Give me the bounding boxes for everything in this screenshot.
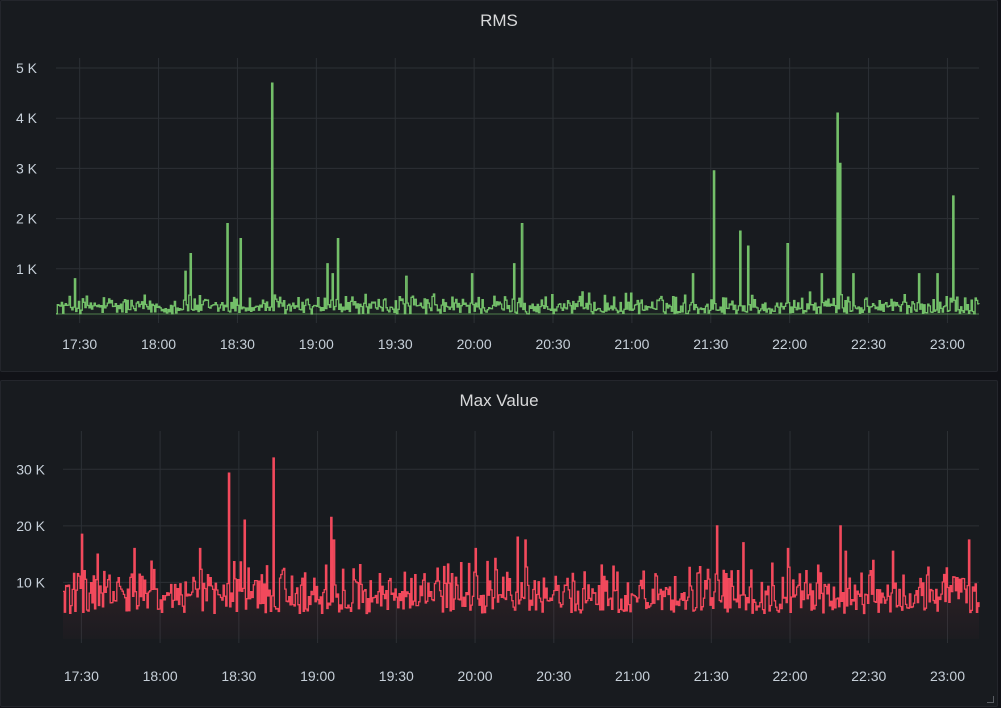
x-tick-label: 22:00: [772, 336, 807, 352]
x-tick-label: 18:00: [141, 336, 176, 352]
x-tick-label: 20:30: [536, 668, 571, 684]
x-tick-label: 19:30: [379, 668, 414, 684]
y-tick-label: 20 K: [16, 518, 45, 534]
y-tick-label: 5 K: [16, 60, 38, 76]
x-tick-label: 22:00: [773, 668, 808, 684]
x-tick-label: 21:30: [694, 668, 729, 684]
series-area: [63, 458, 979, 639]
x-tick-label: 22:30: [851, 668, 886, 684]
x-tick-label: 23:00: [930, 668, 965, 684]
max-value-panel: Max Value 10 K 20 K 30 K 17:30 18:00 18:30 19:…: [0, 380, 998, 707]
max-value-chart[interactable]: 10 K 20 K 30 K 17:30 18:00 18:30 19:00 19:30 20:…: [1, 381, 999, 708]
x-tick-label: 20:30: [535, 336, 570, 352]
x-tick-label: 17:30: [62, 336, 97, 352]
series-line: [63, 457, 980, 615]
x-tick-label: 17:30: [64, 668, 99, 684]
x-tick-label: 21:30: [693, 336, 728, 352]
x-tick-label: 19:00: [299, 336, 334, 352]
panel-resize-handle[interactable]: [987, 696, 994, 703]
x-tick-label: 19:00: [300, 668, 335, 684]
y-tick-label: 2 K: [16, 211, 38, 227]
y-tick-label: 10 K: [16, 574, 45, 590]
x-tick-label: 23:00: [930, 336, 965, 352]
x-tick-label: 19:30: [378, 336, 413, 352]
rms-panel-title[interactable]: RMS: [480, 11, 518, 30]
series-line: [56, 82, 980, 315]
x-tick-label: 21:00: [615, 668, 650, 684]
y-tick-label: 30 K: [16, 461, 45, 477]
y-tick-label: 3 K: [16, 160, 38, 176]
max-value-panel-title[interactable]: Max Value: [459, 391, 539, 410]
x-tick-label: 22:30: [851, 336, 886, 352]
x-tick-label: 18:30: [221, 668, 256, 684]
x-tick-label: 18:00: [143, 668, 178, 684]
x-tick-label: 18:30: [220, 336, 255, 352]
x-tick-label: 20:00: [458, 668, 493, 684]
y-tick-label: 1 K: [16, 261, 38, 277]
y-tick-label: 4 K: [16, 110, 38, 126]
x-tick-label: 20:00: [457, 336, 492, 352]
x-tick-label: 21:00: [614, 336, 649, 352]
rms-chart[interactable]: 1 K 2 K 3 K 4 K 5 K 17:30 18:00 18:30 19:00 19:30…: [1, 1, 999, 373]
